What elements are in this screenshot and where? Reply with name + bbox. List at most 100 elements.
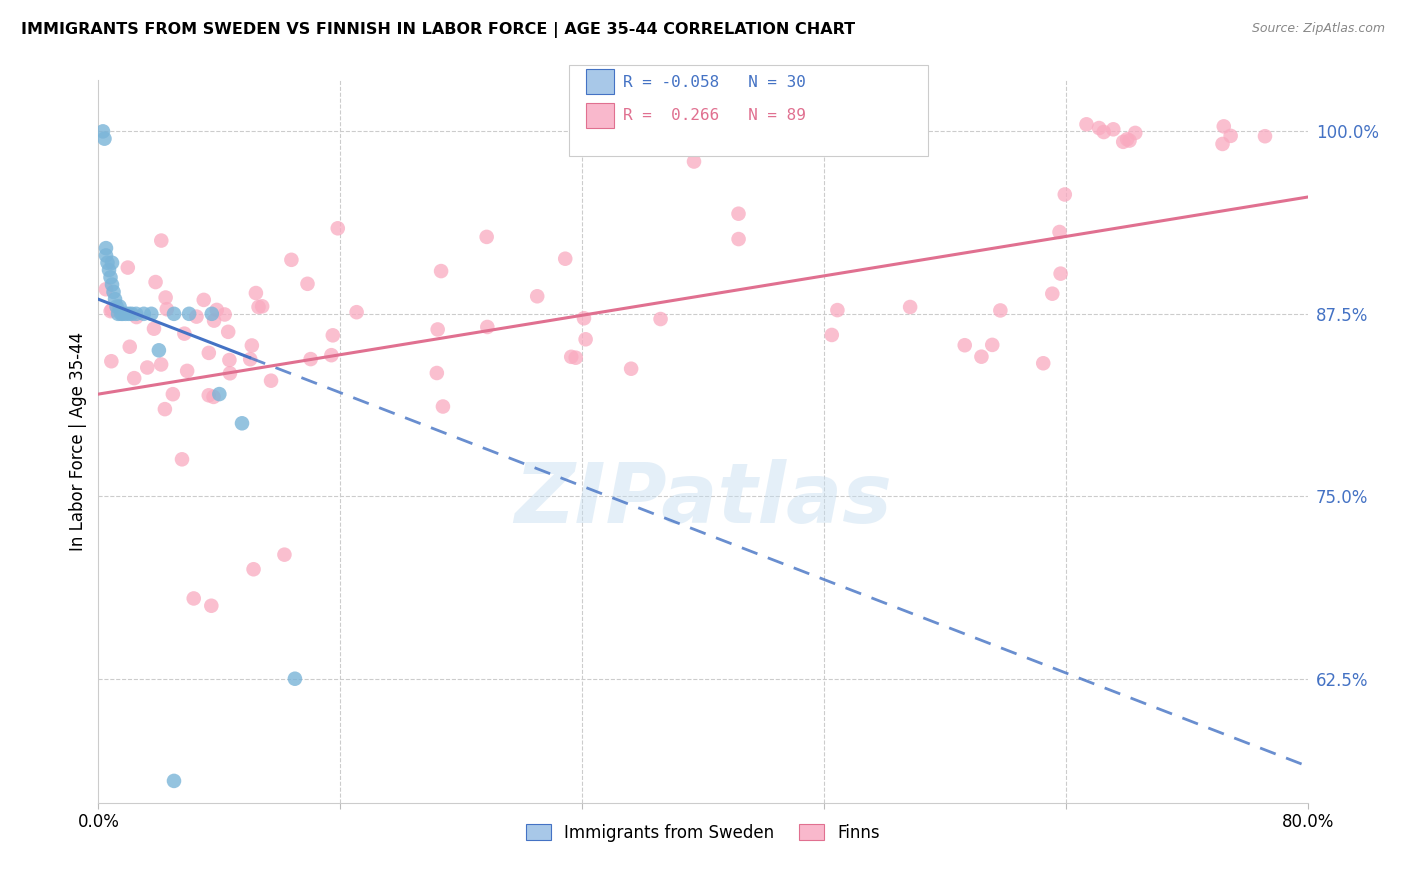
Point — [145, 275, 167, 289]
Point — [554, 252, 576, 266]
Point — [163, 307, 186, 321]
Point — [201, 307, 224, 321]
Point — [280, 252, 302, 267]
Text: ZIPatlas: ZIPatlas — [515, 458, 891, 540]
Point — [727, 207, 749, 221]
Point — [1053, 187, 1076, 202]
Point — [111, 307, 134, 321]
Point — [231, 417, 253, 431]
Point — [101, 302, 124, 317]
Point — [100, 270, 122, 285]
Text: R =  0.266   N = 89: R = 0.266 N = 89 — [623, 109, 806, 123]
Point — [100, 304, 122, 318]
Point — [148, 343, 170, 358]
Point — [575, 332, 598, 346]
Point — [122, 371, 145, 385]
Point — [827, 303, 849, 318]
Point — [219, 366, 242, 380]
Point — [110, 307, 132, 321]
Point — [217, 325, 239, 339]
Point — [186, 310, 208, 324]
Point — [183, 591, 205, 606]
Point — [1032, 356, 1054, 370]
Point — [200, 599, 222, 613]
Point — [114, 307, 136, 321]
Point — [163, 773, 186, 788]
Point — [970, 350, 993, 364]
Point — [1088, 121, 1111, 136]
Point — [156, 302, 179, 317]
Point — [953, 338, 976, 352]
Point — [136, 360, 159, 375]
Point — [155, 291, 177, 305]
Point — [1049, 225, 1071, 239]
Point — [94, 248, 117, 262]
Point — [173, 326, 195, 341]
Point — [1049, 267, 1071, 281]
Point — [240, 338, 263, 352]
Point — [1212, 136, 1234, 151]
Point — [432, 400, 454, 414]
Point — [727, 232, 749, 246]
Point — [564, 351, 586, 365]
Point — [105, 300, 128, 314]
Point — [475, 230, 498, 244]
Point — [898, 300, 921, 314]
Point — [100, 354, 122, 368]
Point — [273, 548, 295, 562]
Point — [170, 452, 193, 467]
Text: Source: ZipAtlas.com: Source: ZipAtlas.com — [1251, 22, 1385, 36]
Point — [93, 131, 115, 145]
Point — [202, 313, 225, 327]
Point — [96, 256, 118, 270]
Point — [125, 310, 148, 324]
Point — [125, 307, 148, 321]
Point — [1040, 286, 1063, 301]
Point — [284, 672, 307, 686]
Point — [683, 154, 706, 169]
Point — [153, 402, 176, 417]
Point — [118, 307, 141, 321]
Point — [260, 374, 283, 388]
Point — [526, 289, 548, 303]
Point — [103, 285, 125, 299]
Point — [821, 328, 844, 343]
Point — [107, 307, 129, 321]
Point — [108, 300, 131, 314]
Legend: Immigrants from Sweden, Finns: Immigrants from Sweden, Finns — [519, 817, 887, 848]
Point — [1102, 122, 1125, 136]
Point — [1076, 117, 1098, 131]
Text: IMMIGRANTS FROM SWEDEN VS FINNISH IN LABOR FORCE | AGE 35-44 CORRELATION CHART: IMMIGRANTS FROM SWEDEN VS FINNISH IN LAB… — [21, 22, 855, 38]
Point — [239, 352, 262, 367]
Point — [1116, 132, 1139, 146]
Point — [101, 277, 124, 292]
Point — [242, 562, 264, 576]
Point — [198, 346, 221, 360]
Point — [1212, 120, 1234, 134]
Point — [650, 312, 672, 326]
Point — [91, 124, 114, 138]
Point — [321, 348, 343, 362]
Point — [247, 300, 270, 314]
Text: R = -0.058   N = 30: R = -0.058 N = 30 — [623, 75, 806, 89]
Point — [104, 292, 127, 306]
Point — [117, 260, 139, 275]
Point — [101, 256, 124, 270]
Point — [150, 234, 173, 248]
Point — [297, 277, 319, 291]
Point — [1112, 135, 1135, 149]
Point — [94, 241, 117, 255]
Point — [179, 307, 201, 321]
Point — [430, 264, 453, 278]
Point — [1254, 129, 1277, 144]
Point — [132, 307, 155, 321]
Point — [426, 322, 449, 336]
Point — [620, 361, 643, 376]
Point — [121, 307, 143, 321]
Point — [560, 350, 582, 364]
Point — [94, 282, 117, 296]
Point — [150, 358, 173, 372]
Point — [988, 303, 1011, 318]
Point — [141, 307, 163, 321]
Point — [193, 293, 215, 307]
